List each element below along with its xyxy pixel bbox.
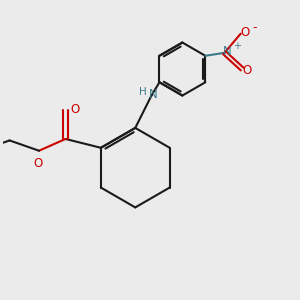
Text: +: + — [233, 41, 241, 51]
Text: -: - — [253, 21, 257, 34]
Text: H: H — [140, 87, 147, 97]
Text: O: O — [240, 26, 249, 39]
Text: O: O — [34, 157, 43, 169]
Text: O: O — [242, 64, 251, 77]
Text: O: O — [70, 103, 79, 116]
Text: N: N — [223, 45, 231, 58]
Text: N: N — [148, 88, 157, 100]
